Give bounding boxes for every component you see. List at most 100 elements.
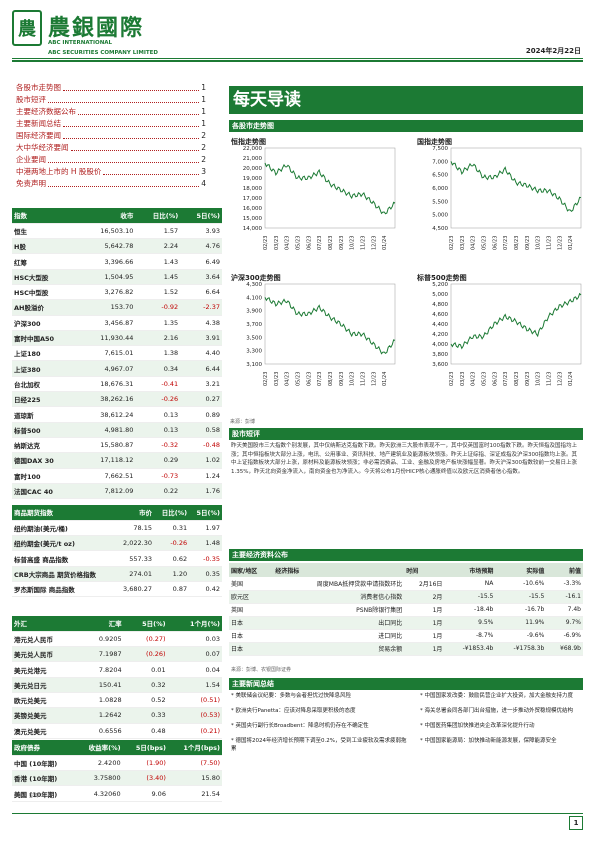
col-header: 1个月(bps) [167,740,222,756]
header-divider-thick [12,60,583,62]
cell-value: -18.4b [444,603,496,617]
row-label: 日本 [229,616,274,630]
news-item[interactable]: * 英国央行副行长Broadbent：降息时机仍存在不确定性 [231,723,369,729]
col-header: 收市 [79,208,136,224]
toc-item[interactable]: 大中华经济要闻 2 [16,143,206,152]
x-tick-label: 02/23 [449,372,455,386]
toc-item[interactable]: 企业要闻 2 [16,155,206,164]
cell-value: 1.02 [180,452,222,469]
x-tick-label: 06/23 [492,372,498,386]
news-item[interactable]: * 欧洲央行Panetta：应该对降息采取更积极的态度 [231,708,356,714]
col-header: 日比(%) [153,505,190,521]
cell-value: 0.62 [153,550,190,567]
news-item[interactable]: * 中国医药集团加快推进央企改革深化提升行动 [420,723,535,729]
cell-value: 0.33 [123,707,168,724]
cell-value: 7,812.09 [79,483,136,500]
y-tick-label: 21,000 [243,156,263,162]
cell-value: 1.76 [180,483,222,500]
cell-value: NA [444,577,496,591]
cell-value: 1.20 [153,566,190,582]
cell-value: 3.93 [180,223,222,240]
cell-value: 557.33 [114,550,154,567]
news-item[interactable]: * 中国国家发改委：鼓励民营企业扩大投资，加大金融支持力度 [420,693,574,699]
cell-value: 17,118.12 [79,452,136,469]
news-item[interactable]: * 美联储会议纪要：多数与会者担忧过快降息风险 [231,693,351,699]
cell-value: 1月 [404,616,445,630]
col-header: 时间 [404,563,445,577]
toc-item[interactable]: 各股市走势图 1 [16,83,206,92]
table-row: 美元兑港元 7.8204 0.01 0.04 [12,661,222,678]
table-row: 罗杰斯国际 商品指数 3,680.27 0.87 0.42 [12,581,222,598]
news-item[interactable]: * 海关总署会同各部门出台措施，进一步推动外贸稳规模优结构 [420,708,574,714]
tables-source: 来源：彭博 [14,793,40,799]
x-tick-label: 10/23 [350,236,356,250]
cell-value: 0.42 [189,581,222,598]
table-row: 美国 周度MBA抵押贷款申请指数环比 2月16日 NA -10.6% -3.3% [229,577,583,591]
x-tick-label: 01/24 [382,236,388,250]
news-item[interactable]: * 中国国家能源局：加快推动新能源发展，保障能源安全 [420,738,557,744]
cell-value: 0.03 [167,631,222,648]
cell-value: -0.92 [135,299,181,316]
x-tick-label: 08/23 [514,236,520,250]
series-line [450,161,582,212]
row-label: HSC大型股 [12,269,79,285]
cell-value: -0.26 [135,391,181,408]
cell-value: 7.1987 [80,646,124,663]
cell-value: 11.9% [495,616,547,630]
row-label: 英镑兑美元 [12,707,81,724]
y-tick-label: 4,600 [432,312,448,318]
cell-value: -¥1853.4b [444,642,496,656]
row-label: AH股溢价 [12,299,79,316]
cell-value: 0.22 [135,483,181,500]
table-row: 沪深300 3,456.87 1.35 4.38 [12,315,222,331]
x-tick-label: 04/23 [285,236,291,250]
row-label: 上证180 [12,345,79,362]
news-right-column: * 中国国家发改委：鼓励民营企业扩大投资，加大金融支持力度 * 海关总署会同各部门… [420,692,582,752]
report-date: 2024年2月22日 [525,47,581,55]
y-tick-label: 6,000 [432,186,448,192]
cell-value: 0.52 [123,692,168,709]
y-tick-label: 5,200 [432,282,448,288]
row-label: 上证380 [12,360,79,377]
plot-frame [450,283,582,365]
toc-item[interactable]: 主要新闻总结 1 [16,119,206,128]
toc-item[interactable]: 主要经济数据公布 1 [16,107,206,116]
x-tick-label: 09/23 [339,372,345,386]
cell-value: 2,022.30 [114,535,154,552]
row-label: 日经225 [12,391,79,408]
toc-item[interactable]: 中港两地上市的 H 股股价 3 [16,167,206,176]
col-header: 前值 [546,563,583,577]
table-row: 日本 出口同比 1月 9.5% 11.9% 9.7% [229,616,583,630]
toc-item[interactable]: 免责声明 4 [16,179,206,188]
y-tick-label: 7,000 [432,159,448,165]
cell-value: 7.4b [546,603,583,617]
x-tick-label: 07/23 [317,372,323,386]
row-label: 德国DAX 30 [12,452,79,469]
table-row: CRB大宗商品 期货价格指数 274.01 1.20 0.35 [12,566,222,582]
fx-table: 外汇 汇率 5日(%) 1个月(%) 港元兑人民币 0.9205 (0.27) 0.0… [12,616,222,739]
table-row: 港元兑人民币 0.9205 (0.27) 0.03 [12,631,222,648]
chart-title: 国指走势图 [417,137,452,146]
cell-value: 2月16日 [404,577,445,591]
news-item[interactable]: * 德国将2024年经济增长预期下调至0.2%，受到工业疲软及需求疲弱拖累 [231,738,407,752]
cell-value: 0.6556 [80,723,124,739]
x-tick-label: 08/23 [328,236,334,250]
toc-item[interactable]: 股市短评 1 [16,95,206,104]
x-tick-label: 12/23 [557,372,563,386]
cell-value: 0.07 [167,646,222,663]
cell-value: -15.5 [444,590,496,604]
y-tick-label: 3,800 [432,352,448,358]
x-tick-label: 02/23 [449,236,455,250]
table-row: HSC大型股 1,504.95 1.45 3.64 [12,269,222,285]
toc-item[interactable]: 国际经济要闻 2 [16,131,206,140]
series-line [264,162,396,215]
table-row: 富时中国A50 11,930.44 2.16 3.91 [12,330,222,347]
row-label: 美元兑日元 [12,677,81,693]
table-row: HSC中型股 3,276.82 1.52 6.64 [12,284,222,301]
x-tick-label: 10/23 [536,372,542,386]
table-row: 法国CAC 40 7,812.09 0.22 1.76 [12,483,222,500]
y-tick-label: 4,300 [246,282,262,288]
commentary-text: 昨天美国股市三大指数个别发展，其中仅纳斯达克指数下跌。昨天欧洲三大股市表现不一，… [231,443,578,475]
cell-value: 消费者信心指数 [273,590,405,604]
